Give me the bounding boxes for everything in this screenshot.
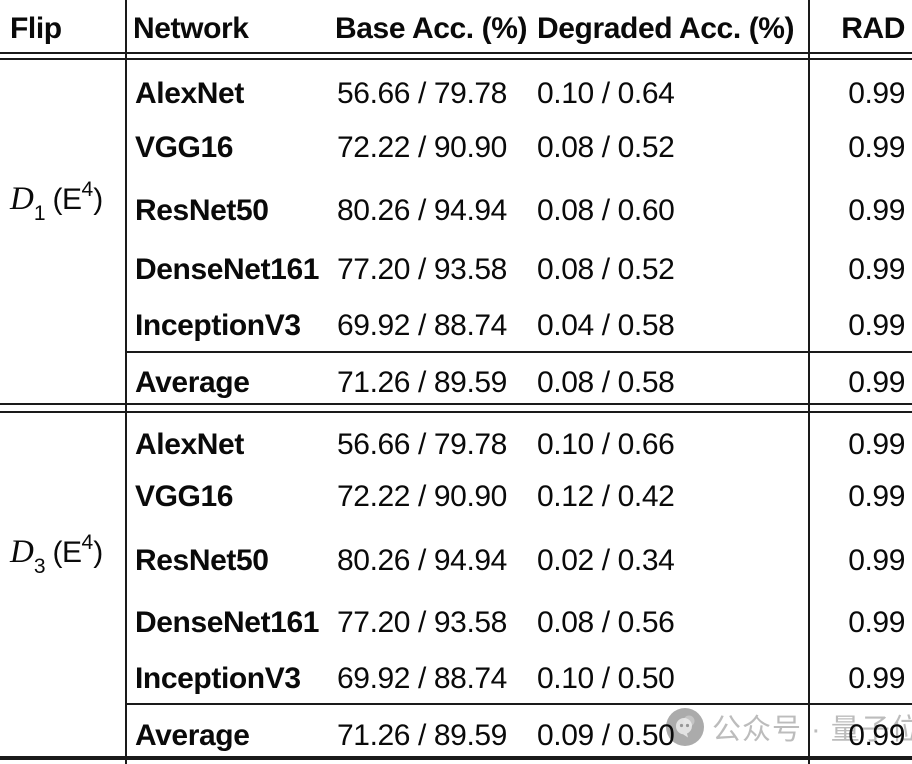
- rad-cell: 0.99: [848, 253, 905, 286]
- degraded-acc-cell: 0.09 / 0.50: [537, 719, 675, 752]
- rad-cell: 0.99: [848, 194, 905, 227]
- table-row: AlexNet 56.66 / 79.78 0.10 / 0.64 0.99: [0, 77, 912, 113]
- column-header-base-acc: Base Acc. (%): [335, 12, 528, 45]
- network-cell: DenseNet161: [135, 606, 320, 639]
- flip-subscript: 1: [33, 202, 46, 225]
- degraded-acc-cell: 0.02 / 0.34: [537, 544, 675, 577]
- rad-cell: 0.99: [848, 309, 905, 342]
- flip-subscript: 3: [33, 555, 46, 578]
- flip-label-d3: D3 (E4): [10, 531, 122, 578]
- table-row: ResNet50 80.26 / 94.94 0.02 / 0.34 0.99: [0, 544, 912, 580]
- flip-variable: D: [10, 181, 34, 217]
- vertical-rule-flip: [125, 0, 127, 764]
- rad-cell: 0.99: [848, 544, 905, 577]
- table-row: InceptionV3 69.92 / 88.74 0.10 / 0.50 0.…: [0, 662, 912, 698]
- base-acc-cell: 71.26 / 89.59: [337, 366, 507, 399]
- average-midrule-group1: [125, 351, 912, 353]
- rad-cell: 0.99: [848, 480, 905, 513]
- rad-cell: 0.99: [848, 719, 905, 752]
- network-cell: ResNet50: [135, 194, 269, 227]
- network-cell: InceptionV3: [135, 662, 301, 695]
- flip-encoding: (E: [52, 536, 83, 569]
- network-cell: AlexNet: [135, 77, 244, 110]
- table-row: DenseNet161 77.20 / 93.58 0.08 / 0.56 0.…: [0, 606, 912, 642]
- degraded-acc-cell: 0.04 / 0.58: [537, 309, 675, 342]
- base-acc-cell: 56.66 / 79.78: [337, 428, 507, 461]
- degraded-acc-cell: 0.08 / 0.52: [537, 131, 675, 164]
- rad-cell: 0.99: [848, 366, 905, 399]
- table-row: VGG16 72.22 / 90.90 0.08 / 0.52 0.99: [0, 131, 912, 167]
- base-acc-cell: 69.92 / 88.74: [337, 309, 507, 342]
- table-row: VGG16 72.22 / 90.90 0.12 / 0.42 0.99: [0, 480, 912, 516]
- base-acc-cell: 69.92 / 88.74: [337, 662, 507, 695]
- table-row: AlexNet 56.66 / 79.78 0.10 / 0.66 0.99: [0, 428, 912, 464]
- degraded-acc-cell: 0.10 / 0.66: [537, 428, 675, 461]
- column-header-network: Network: [133, 12, 249, 45]
- table-row: InceptionV3 69.92 / 88.74 0.04 / 0.58 0.…: [0, 309, 912, 345]
- qbitai-logo-icon: [666, 708, 704, 746]
- flip-superscript: 4: [81, 531, 94, 554]
- degraded-acc-cell: 0.08 / 0.52: [537, 253, 675, 286]
- header-double-rule-bottom: [0, 58, 912, 60]
- column-header-flip: Flip: [10, 12, 62, 45]
- base-acc-cell: 80.26 / 94.94: [337, 544, 507, 577]
- vertical-rule-rad: [808, 0, 810, 764]
- rad-cell: 0.99: [848, 77, 905, 110]
- network-cell: VGG16: [135, 480, 234, 513]
- table-row: DenseNet161 77.20 / 93.58 0.08 / 0.52 0.…: [0, 253, 912, 289]
- network-cell: InceptionV3: [135, 309, 301, 342]
- base-acc-cell: 71.26 / 89.59: [337, 719, 507, 752]
- degraded-acc-cell: 0.08 / 0.60: [537, 194, 675, 227]
- base-acc-cell: 77.20 / 93.58: [337, 606, 507, 639]
- base-acc-cell: 72.22 / 90.90: [337, 131, 507, 164]
- column-header-degraded-acc: Degraded Acc. (%): [537, 12, 795, 45]
- network-cell: AlexNet: [135, 428, 244, 461]
- watermark-text: 公众号 · 量子位: [712, 714, 912, 746]
- header-double-rule-top: [0, 52, 912, 54]
- rad-cell: 0.99: [848, 662, 905, 695]
- flip-close-paren: ): [93, 183, 104, 216]
- base-acc-cell: 80.26 / 94.94: [337, 194, 507, 227]
- flip-variable: D: [10, 534, 34, 570]
- network-cell: VGG16: [135, 131, 234, 164]
- table-bottom-rule: [0, 756, 912, 760]
- base-acc-cell: 77.20 / 93.58: [337, 253, 507, 286]
- average-midrule-group2: [125, 703, 912, 705]
- rad-cell: 0.99: [848, 428, 905, 461]
- degraded-acc-cell: 0.08 / 0.56: [537, 606, 675, 639]
- table-header-row: Flip Network Base Acc. (%) Degraded Acc.…: [0, 12, 912, 52]
- degraded-acc-cell: 0.10 / 0.64: [537, 77, 675, 110]
- table-row-average: Average 71.26 / 89.59 0.09 / 0.50 0.99: [0, 719, 912, 755]
- network-cell: DenseNet161: [135, 253, 320, 286]
- degraded-acc-cell: 0.08 / 0.58: [537, 366, 675, 399]
- base-acc-cell: 72.22 / 90.90: [337, 480, 507, 513]
- degraded-acc-cell: 0.10 / 0.50: [537, 662, 675, 695]
- flip-superscript: 4: [81, 178, 94, 201]
- rad-cell: 0.99: [848, 131, 905, 164]
- network-cell: Average: [135, 719, 250, 752]
- base-acc-cell: 56.66 / 79.78: [337, 77, 507, 110]
- flip-encoding: (E: [52, 183, 83, 216]
- column-header-rad: RAD: [841, 12, 905, 45]
- network-cell: ResNet50: [135, 544, 269, 577]
- degraded-acc-cell: 0.12 / 0.42: [537, 480, 675, 513]
- rad-cell: 0.99: [848, 606, 905, 639]
- watermark: 公众号 · 量子位: [666, 706, 912, 748]
- table-row-average: Average 71.26 / 89.59 0.08 / 0.58 0.99: [0, 366, 912, 402]
- flip-close-paren: ): [93, 536, 104, 569]
- table-row: ResNet50 80.26 / 94.94 0.08 / 0.60 0.99: [0, 194, 912, 230]
- flip-label-d1: D1 (E4): [10, 178, 122, 225]
- group-double-rule-bottom: [0, 411, 912, 413]
- network-cell: Average: [135, 366, 250, 399]
- group-double-rule-top: [0, 403, 912, 405]
